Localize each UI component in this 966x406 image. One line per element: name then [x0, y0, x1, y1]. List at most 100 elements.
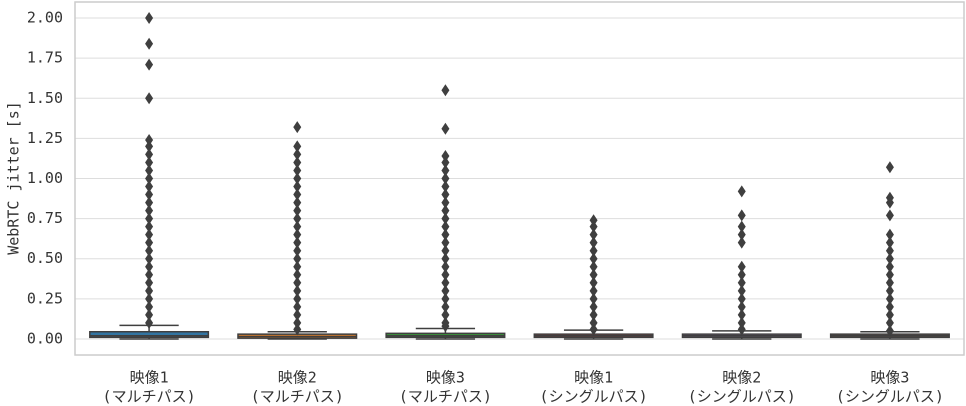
outlier — [145, 260, 154, 273]
outlier — [145, 236, 154, 249]
outlier — [885, 284, 894, 297]
outlier — [145, 204, 154, 217]
y-axis-label: WebRTC jitter [s] — [5, 101, 23, 255]
outlier — [293, 180, 302, 193]
outlier — [589, 244, 598, 257]
outlier — [441, 268, 450, 281]
outlier — [441, 164, 450, 177]
y-tick-label: 1.00 — [27, 169, 63, 187]
outlier — [145, 212, 154, 225]
outlier — [441, 172, 450, 185]
y-tick-label: 0.00 — [27, 329, 63, 347]
outlier — [441, 260, 450, 273]
outlier — [293, 228, 302, 241]
outlier — [885, 244, 894, 257]
outlier — [885, 292, 894, 305]
outlier — [589, 300, 598, 313]
outlier — [145, 308, 154, 321]
x-tick-label: (マルチパス) — [399, 388, 492, 406]
outlier — [145, 12, 154, 25]
outlier — [293, 172, 302, 185]
outlier — [145, 196, 154, 209]
outlier — [589, 228, 598, 241]
outlier — [589, 220, 598, 233]
x-tick-label: 映像3 — [426, 369, 465, 387]
outlier — [885, 308, 894, 321]
box — [89, 330, 210, 339]
x-tick-label: (マルチパス) — [103, 388, 196, 406]
outlier — [145, 58, 154, 71]
outlier — [145, 140, 154, 153]
outlier — [737, 300, 746, 313]
outlier — [293, 292, 302, 305]
outlier — [441, 316, 450, 329]
outlier — [441, 308, 450, 321]
x-tick-label: 映像1 — [130, 369, 169, 387]
outlier — [293, 276, 302, 289]
y-tick-label: 1.25 — [27, 129, 63, 147]
y-tick-label: 1.50 — [27, 89, 63, 107]
outlier — [145, 268, 154, 281]
outlier — [737, 316, 746, 329]
outlier — [293, 260, 302, 273]
outlier — [293, 323, 302, 336]
outlier — [885, 228, 894, 241]
outlier — [293, 220, 302, 233]
outlier — [441, 252, 450, 265]
outlier — [145, 284, 154, 297]
outlier — [589, 268, 598, 281]
outlier — [589, 323, 598, 336]
outlier — [145, 92, 154, 105]
outlier — [145, 252, 154, 265]
outlier — [293, 300, 302, 313]
outlier — [885, 236, 894, 249]
outlier — [145, 172, 154, 185]
outlier — [145, 148, 154, 161]
outlier — [737, 292, 746, 305]
y-tick-label: 1.75 — [27, 49, 63, 67]
outlier — [589, 316, 598, 329]
x-tick-label: (シングルパス) — [836, 388, 944, 406]
outlier — [885, 276, 894, 289]
outlier — [885, 268, 894, 281]
y-tick-label: 2.00 — [27, 9, 63, 27]
outlier — [293, 156, 302, 169]
outlier — [589, 260, 598, 273]
outlier — [293, 236, 302, 249]
outlier — [293, 284, 302, 297]
outlier — [441, 196, 450, 209]
x-tick-label: 映像2 — [722, 369, 761, 387]
x-tick-label: (シングルパス) — [688, 388, 796, 406]
outlier — [737, 260, 746, 273]
outlier — [293, 188, 302, 201]
outlier — [293, 204, 302, 217]
outlier — [293, 121, 302, 134]
outlier — [293, 268, 302, 281]
outlier — [145, 316, 154, 329]
outlier — [737, 185, 746, 198]
outlier — [441, 204, 450, 217]
outlier — [293, 316, 302, 329]
outlier — [293, 244, 302, 257]
y-tick-label: 0.25 — [27, 289, 63, 307]
outlier — [293, 252, 302, 265]
outlier — [441, 212, 450, 225]
outlier — [441, 284, 450, 297]
x-tick-label: (シングルパス) — [540, 388, 648, 406]
outlier — [885, 260, 894, 273]
outlier — [441, 188, 450, 201]
outlier — [589, 252, 598, 265]
outlier — [589, 292, 598, 305]
outlier — [885, 191, 894, 204]
outlier — [441, 244, 450, 257]
outlier — [885, 324, 894, 337]
outlier — [737, 228, 746, 241]
outlier — [441, 236, 450, 249]
outlier — [441, 84, 450, 97]
outlier — [885, 209, 894, 222]
outlier — [441, 156, 450, 169]
outlier — [737, 276, 746, 289]
outlier — [145, 180, 154, 193]
outlier — [293, 212, 302, 225]
